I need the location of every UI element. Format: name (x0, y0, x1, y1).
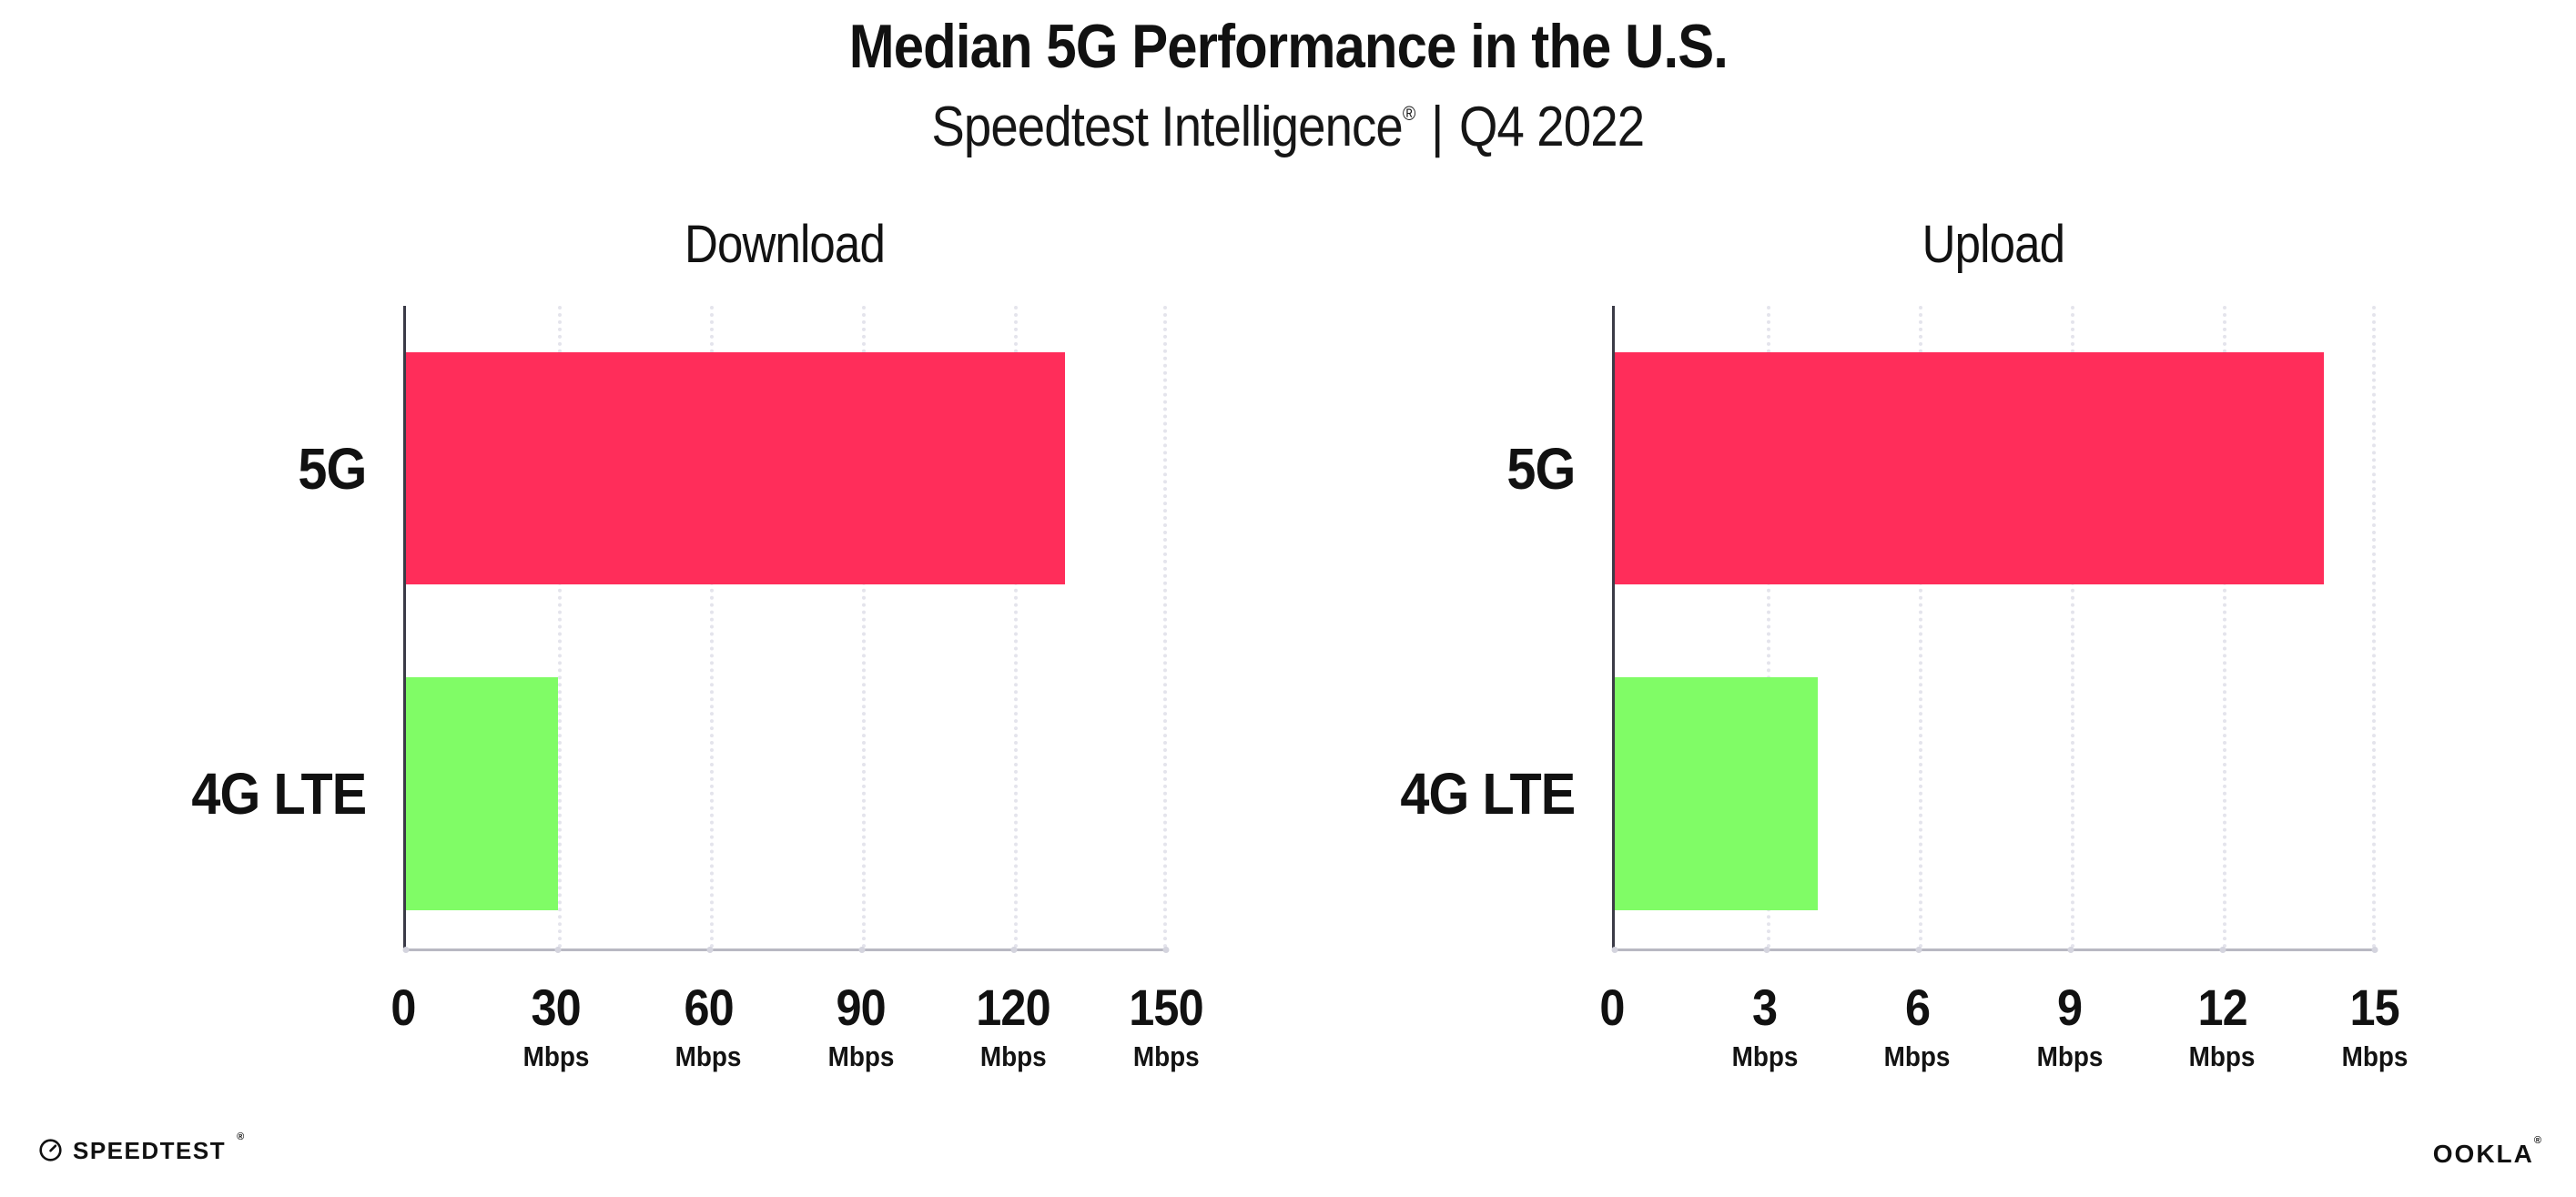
x-tick-unit: Mbps (979, 1040, 1047, 1072)
speedtest-logo: SPEEDTEST ® (38, 1132, 244, 1164)
gridline (2071, 306, 2074, 948)
subtitle-brand: Speedtest Intelligence (931, 96, 1404, 159)
axis-tick-dot (706, 947, 714, 953)
x-tick: 60 Mbps (674, 979, 742, 1072)
x-tick-unit: Mbps (2188, 1040, 2256, 1072)
gridline (710, 306, 714, 948)
x-tick-unit: Mbps (1883, 1040, 1951, 1072)
x-tick: 3 Mbps (1731, 979, 1799, 1072)
x-tick-unit: Mbps (522, 1040, 590, 1072)
download-category-label-5g: 5G (297, 435, 367, 502)
x-tick-unit: Mbps (1731, 1040, 1799, 1072)
axis-tick-dot (1611, 947, 1618, 953)
page-title-text: Median 5G Performance in the U.S. (848, 12, 1728, 81)
x-tick: 0 (1599, 979, 1625, 1036)
header: Median 5G Performance in the U.S. Speedt… (0, 12, 2576, 157)
download-chart-title: Download (685, 215, 886, 274)
speedtest-registered-mark: ® (237, 1131, 245, 1142)
axis-tick-dot (858, 947, 866, 953)
axis-tick-dot (2067, 947, 2074, 953)
gridline (2372, 306, 2377, 948)
upload-5g-bar (1615, 351, 2325, 585)
gridline (1163, 306, 1168, 948)
upload-4g-lte-bar (1615, 677, 1818, 910)
x-tick-unit: Mbps (827, 1040, 895, 1072)
upload-category-label-4g-lte: 4G LTE (1400, 760, 1576, 827)
x-tick: 15 Mbps (2341, 979, 2409, 1072)
gridline (558, 306, 562, 948)
axis-tick-dot (1763, 947, 1770, 953)
page-subtitle: Speedtest Intelligence® | Q4 2022 (0, 97, 2576, 157)
gridline (1014, 306, 1018, 948)
gauge-icon (39, 1139, 62, 1161)
upload-chart: Upload 5G 4G LTE 0 3 Mbps 6 Mbps 9 Mbps 12 M… (1400, 218, 2408, 1071)
x-tick: 9 Mbps (2036, 979, 2104, 1072)
gridline (1767, 306, 1770, 948)
subtitle-separator: | (1431, 96, 1444, 159)
x-tick-unit: Mbps (2036, 1040, 2104, 1072)
gridline (862, 306, 866, 948)
ookla-logo: OOKLA ® (2432, 1136, 2541, 1168)
x-tick-unit: Mbps (1132, 1040, 1200, 1072)
gridline (1919, 306, 1922, 948)
axis-tick-dot (554, 947, 562, 953)
download-4g-lte-bar (406, 677, 558, 910)
x-tick: 6 Mbps (1883, 979, 1951, 1072)
axis-tick-dot (402, 947, 410, 953)
upload-plot-area: 5G 4G LTE (1400, 306, 2378, 953)
download-5g-bar (406, 351, 1065, 585)
x-tick-unit: Mbps (2341, 1040, 2409, 1072)
upload-category-label-5g: 5G (1506, 435, 1576, 502)
ookla-wordmark: OOKLA (2432, 1140, 2534, 1168)
page-title: Median 5G Performance in the U.S. (0, 12, 2576, 81)
x-tick: 90 Mbps (827, 979, 895, 1072)
ookla-registered-mark: ® (2533, 1135, 2541, 1146)
registered-trademark-mark: ® (1403, 102, 1416, 126)
download-plot-area: 5G 4G LTE (191, 306, 1170, 953)
download-chart: Download 5G 4G LTE 0 30 Mbps 60 Mbps 90 Mbp… (191, 218, 1204, 1071)
x-tick: 30 Mbps (522, 979, 590, 1072)
download-category-label-4g-lte: 4G LTE (191, 760, 367, 827)
speedtest-wordmark: SPEEDTEST (73, 1136, 227, 1164)
x-tick: 0 (390, 979, 416, 1036)
axis-tick-dot (2219, 947, 2226, 953)
x-tick-unit: Mbps (674, 1040, 742, 1072)
x-tick: 150 Mbps (1129, 979, 1203, 1072)
subtitle-period: Q4 2022 (1459, 96, 1645, 159)
axis-tick-dot (1915, 947, 1922, 953)
gridline (2223, 306, 2226, 948)
axis-tick-dot (1010, 947, 1018, 953)
x-tick: 120 Mbps (976, 979, 1051, 1072)
axis-tick-dot (1162, 947, 1170, 953)
axis-tick-dot (2371, 947, 2378, 953)
x-tick: 12 Mbps (2188, 979, 2256, 1072)
upload-chart-title: Upload (1922, 215, 2065, 274)
